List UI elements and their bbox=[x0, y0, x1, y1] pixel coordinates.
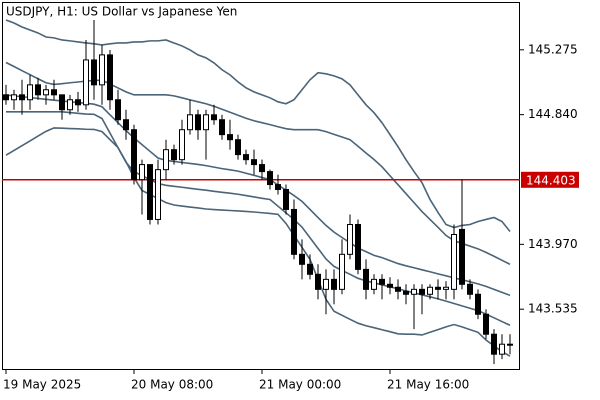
candle-body bbox=[395, 286, 401, 292]
band-line bbox=[5, 19, 511, 233]
candle-body bbox=[483, 313, 489, 335]
candle-body bbox=[35, 84, 41, 96]
candle-body bbox=[299, 253, 305, 265]
candle-body bbox=[435, 286, 441, 290]
candle-body bbox=[235, 139, 241, 156]
candle-body bbox=[99, 54, 105, 86]
candle-body bbox=[43, 89, 49, 96]
candle-body bbox=[147, 164, 153, 220]
candle-body bbox=[11, 94, 17, 101]
y-tick-label: 143.535 bbox=[528, 302, 578, 316]
candle-body bbox=[403, 290, 409, 295]
candle-body bbox=[203, 114, 209, 131]
candle-body bbox=[379, 278, 385, 285]
candle-body bbox=[315, 273, 321, 290]
candle-body bbox=[371, 278, 377, 290]
candle-body bbox=[363, 268, 369, 290]
candle-body bbox=[91, 59, 97, 86]
candle-body bbox=[451, 233, 457, 290]
y-tick-label: 144.840 bbox=[528, 107, 578, 121]
candle-body bbox=[283, 188, 289, 210]
candle-body bbox=[163, 149, 169, 171]
plot-frame bbox=[2, 2, 520, 370]
candle-body bbox=[115, 99, 121, 121]
candle-body bbox=[59, 94, 65, 111]
candle-body bbox=[259, 164, 265, 173]
price-label-box bbox=[521, 171, 579, 188]
candle-body bbox=[475, 293, 481, 315]
candle-body bbox=[27, 84, 33, 101]
candle-body bbox=[19, 94, 25, 101]
x-tick-label: 20 May 08:00 bbox=[131, 378, 213, 392]
candle-body bbox=[51, 89, 57, 96]
x-tick-label: 21 May 00:00 bbox=[259, 378, 341, 392]
candle-body bbox=[331, 278, 337, 290]
candle-body bbox=[275, 184, 281, 190]
candle-body bbox=[499, 343, 505, 355]
price-label: 144.403 bbox=[526, 173, 576, 187]
band-line bbox=[6, 111, 511, 327]
band-line bbox=[5, 94, 511, 297]
candle-body bbox=[67, 99, 73, 111]
candle-body bbox=[443, 286, 449, 290]
candle-body bbox=[267, 171, 273, 186]
candle-body bbox=[171, 149, 177, 161]
candle-body bbox=[323, 278, 329, 290]
y-tick-label: 143.970 bbox=[528, 237, 578, 251]
candle-body bbox=[219, 119, 225, 136]
candle-body bbox=[251, 159, 257, 166]
candle-body bbox=[123, 119, 129, 131]
band-line bbox=[5, 127, 511, 357]
candle-body bbox=[427, 286, 433, 295]
candle-body bbox=[467, 283, 473, 295]
candle-body bbox=[227, 134, 233, 141]
candle-body bbox=[179, 129, 185, 161]
candle-body bbox=[75, 99, 81, 106]
candle-body bbox=[491, 333, 497, 355]
candle-body bbox=[459, 228, 465, 285]
x-tick-label: 21 May 16:00 bbox=[387, 378, 469, 392]
candle-body bbox=[507, 343, 513, 346]
candle-body bbox=[131, 129, 137, 181]
candle-body bbox=[139, 164, 145, 181]
candle-body bbox=[243, 154, 249, 161]
candle-body bbox=[291, 208, 297, 255]
candle-body bbox=[307, 263, 313, 275]
candle-body bbox=[387, 283, 393, 288]
x-tick-label: 19 May 2025 bbox=[3, 378, 81, 392]
candle-body bbox=[419, 288, 425, 295]
band-line bbox=[5, 61, 511, 266]
chart-title: USDJPY, H1: US Dollar vs Japanese Yen bbox=[6, 5, 237, 19]
candle-body bbox=[83, 59, 89, 106]
candle-body bbox=[211, 114, 217, 121]
candle-body bbox=[411, 288, 417, 295]
candle-body bbox=[107, 54, 113, 101]
candle-body bbox=[355, 224, 361, 270]
candle-body bbox=[347, 224, 353, 255]
y-tick-label: 145.275 bbox=[528, 42, 578, 56]
candle-body bbox=[3, 94, 9, 101]
candle-body bbox=[339, 253, 345, 290]
candle-body bbox=[195, 114, 201, 131]
candle-body bbox=[187, 114, 193, 131]
candle-body bbox=[155, 169, 161, 220]
